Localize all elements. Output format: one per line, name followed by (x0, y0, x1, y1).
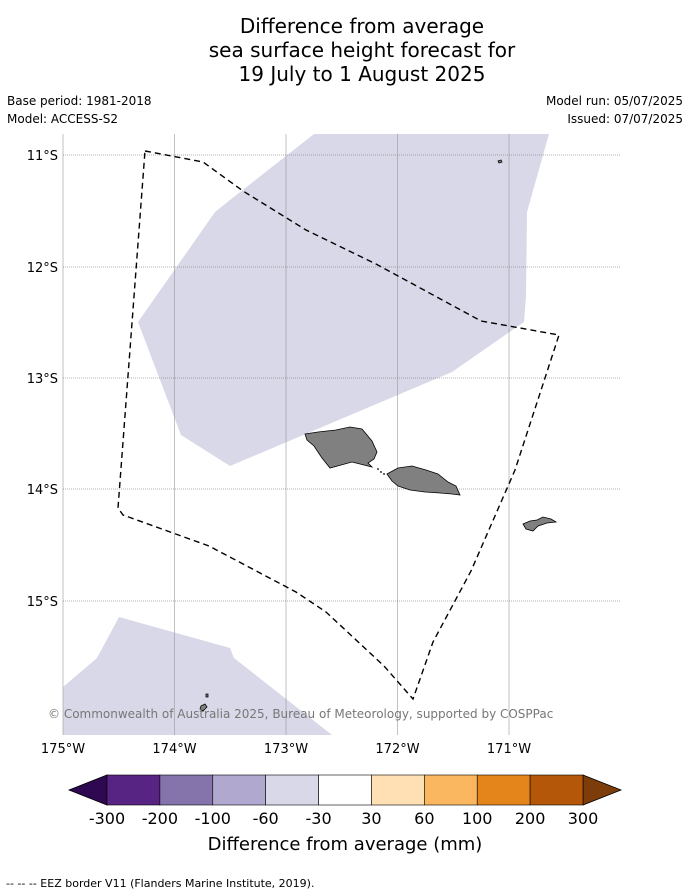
eez-border (117, 150, 560, 701)
lon-label: 173°W (264, 742, 308, 757)
colorbar-segment (424, 774, 478, 806)
colorbar-segment (371, 774, 425, 806)
lat-label: 14°S (27, 483, 58, 498)
colorbar-segment (212, 774, 266, 806)
graticule (62, 134, 620, 735)
colorbar-tick-label: 300 (568, 809, 599, 828)
lon-label: 175°W (41, 742, 85, 757)
colorbar-tick-label: 60 (414, 809, 434, 828)
anomaly-region-north (138, 134, 549, 466)
title-line-1: Difference from average (239, 14, 485, 38)
colorbar-segment (318, 774, 372, 806)
anomaly-region-southwest (63, 617, 332, 735)
title-line-2: sea surface height forecast for (208, 38, 516, 62)
colorbar-label: Difference from average (mm) (208, 834, 483, 855)
credits-text: © Commonwealth of Australia 2025, Bureau… (48, 707, 554, 721)
island-savaii (304, 426, 378, 469)
colorbar-segment (159, 774, 214, 806)
lon-label: 174°W (152, 742, 196, 757)
colorbar-tick-label: -100 (195, 809, 231, 828)
island-small-north (497, 159, 503, 164)
issued-text: Issued: 07/07/2025 (567, 112, 683, 126)
island-upolu (386, 465, 461, 496)
anomaly-shading (63, 134, 549, 735)
lat-label: 13°S (27, 372, 58, 387)
island-tutuila (522, 516, 558, 532)
colorbar-segment (476, 774, 531, 806)
islands (199, 159, 558, 712)
colorbar-segment (265, 774, 319, 806)
lat-axis-labels: 11°S 12°S 13°S 14°S 15°S (27, 149, 58, 610)
colorbar-segment (106, 774, 161, 806)
title-line-3: 19 July to 1 August 2025 (238, 62, 486, 86)
colorbar-tick-label: -60 (253, 809, 279, 828)
islets-apolima (377, 468, 385, 475)
chart-title: Difference from average sea surface heig… (0, 14, 690, 86)
island-dot (205, 693, 209, 698)
model-text: Model: ACCESS-S2 (7, 112, 119, 126)
colorbar-over-arrow (582, 774, 623, 806)
eez-legend-text: -- -- -- EEZ border V11 (Flanders Marine… (6, 877, 315, 890)
colorbar-tick-label: 100 (462, 809, 493, 828)
colorbar-tick-label: -200 (142, 809, 178, 828)
lon-axis-labels: 175°W 174°W 173°W 172°W 171°W (41, 742, 531, 757)
base-period-text: Base period: 1981-2018 (7, 94, 152, 108)
lat-label: 11°S (27, 149, 58, 164)
colorbar-tick-label: 200 (515, 809, 546, 828)
lat-label: 15°S (27, 595, 58, 610)
island-small-south (199, 703, 208, 712)
colorbar: -300 -200 -100 -60 -30 30 60 100 200 300 Differen… (67, 774, 623, 855)
lat-label: 12°S (27, 261, 58, 276)
model-run-text: Model run: 05/07/2025 (545, 94, 683, 108)
lon-label: 172°W (375, 742, 419, 757)
lon-label: 171°W (487, 742, 531, 757)
colorbar-tick-label: 30 (361, 809, 381, 828)
colorbar-under-arrow (67, 774, 108, 806)
colorbar-tick-label: -300 (89, 809, 125, 828)
colorbar-segment (529, 774, 584, 806)
colorbar-tick-label: -30 (305, 809, 331, 828)
